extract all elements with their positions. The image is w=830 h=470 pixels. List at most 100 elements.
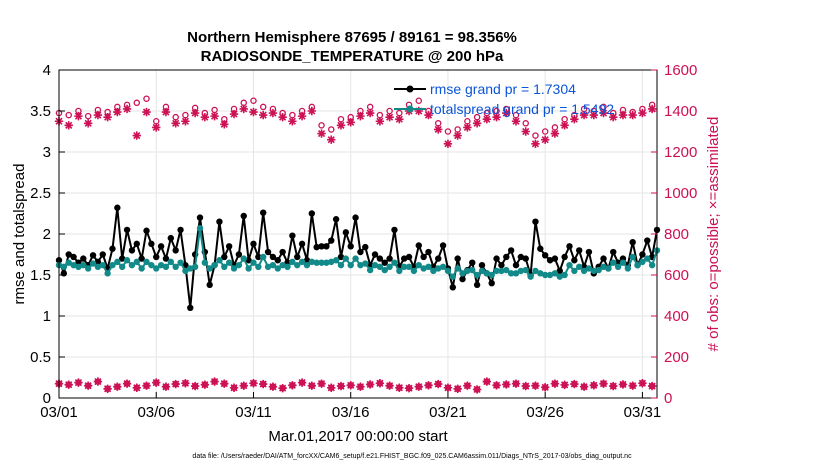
totalspread-point (435, 265, 442, 272)
right-tick-label: 1400 (664, 103, 697, 120)
totalspread-point (590, 267, 597, 275)
rmse-point (449, 284, 457, 291)
totalspread-point (264, 263, 272, 270)
totalspread-point (162, 263, 170, 270)
rmse-point (610, 248, 617, 256)
assimilated_bottom-markers (54, 377, 657, 394)
assimilated_bottom-point (74, 378, 83, 387)
assimilated-point (336, 121, 346, 130)
rmse-point (400, 255, 408, 262)
rmse-point (503, 253, 510, 261)
totalspread-point (541, 271, 549, 279)
totalspread-point (556, 273, 563, 280)
x-tick-label: 03/01 (40, 404, 78, 421)
assimilated_bottom-point (122, 379, 132, 388)
totalspread-point (600, 263, 607, 270)
assimilated_bottom-point (268, 382, 278, 391)
totalspread-point (109, 261, 116, 269)
rmse-point (600, 255, 607, 262)
totalspread-point (381, 266, 388, 274)
totalspread-point (99, 261, 106, 269)
assimilated_bottom-point (132, 383, 141, 392)
totalspread-point (289, 258, 296, 266)
rmse-point (313, 243, 320, 251)
totalspread-point (172, 263, 179, 270)
rmse-point (143, 227, 150, 234)
totalspread-point (250, 259, 257, 266)
totalspread-point (196, 225, 204, 232)
totalspread-point (449, 273, 457, 280)
totalspread-point (493, 267, 500, 275)
rmse-point (469, 259, 476, 266)
possible-point (522, 120, 529, 127)
totalspread-point (537, 270, 544, 277)
assimilated_bottom-point (190, 381, 200, 391)
totalspread-point (323, 259, 330, 266)
assimilated_bottom-point (93, 377, 103, 386)
assimilated-point (113, 107, 122, 117)
totalspread-point (439, 263, 447, 270)
totalspread-point (187, 265, 194, 272)
right-tick-label: 600 (664, 267, 689, 284)
totalspread-point (119, 263, 126, 270)
assimilated_bottom-point (482, 377, 492, 386)
left-tick-label: 3.5 (30, 103, 51, 120)
rmse-point (128, 247, 136, 254)
assimilated_bottom-point (171, 379, 180, 389)
totalspread-point (459, 270, 466, 277)
rmse-point (347, 243, 354, 250)
rmse-point (541, 252, 549, 259)
totalspread-point (546, 271, 554, 279)
assimilated-point (83, 119, 93, 128)
totalspread-point (274, 265, 281, 272)
possible-point (415, 97, 423, 105)
rmse-point (376, 255, 384, 262)
assimilated_bottom-point (297, 378, 307, 387)
totalspread-point (259, 253, 267, 261)
totalspread-point (157, 261, 165, 269)
rmse-point (269, 253, 277, 261)
assimilated_bottom-point (249, 379, 258, 388)
totalspread-point (89, 260, 97, 267)
assimilated_bottom-point (327, 383, 336, 392)
totalspread-point (201, 259, 209, 266)
assimilated-point (385, 112, 394, 122)
totalspread-point (206, 265, 213, 272)
totalspread-point (498, 267, 505, 275)
assimilated-point (171, 119, 180, 128)
assimilated_bottom-point (453, 384, 462, 393)
possible-point (318, 122, 325, 129)
totalspread-point (420, 265, 427, 272)
x-axis-label: Mar.01,2017 00:00:00 start (268, 428, 448, 445)
totalspread-point (503, 266, 510, 274)
assimilated-point (589, 110, 598, 120)
footnote-data-file: data file: /Users/raeder/DAI/ATM_forcXX/… (192, 453, 632, 460)
totalspread-point (148, 261, 155, 269)
possible-point (532, 132, 539, 139)
totalspread-point (391, 259, 398, 266)
totalspread-point (352, 255, 359, 262)
totalspread-point (430, 267, 437, 275)
totalspread-point (585, 265, 593, 272)
assimilated-point (220, 120, 229, 129)
rmse-point (498, 261, 505, 269)
totalspread-point (303, 261, 311, 269)
rmse-point (153, 253, 160, 261)
rmse-point (561, 253, 568, 261)
assimilated-point (346, 118, 355, 127)
rmse-point (187, 304, 194, 311)
assimilated_bottom-point (385, 381, 394, 390)
assimilated_bottom-point (142, 381, 151, 390)
totalspread-point (454, 265, 461, 272)
totalspread-point (444, 267, 452, 275)
totalspread-point (571, 267, 578, 275)
totalspread-point (527, 273, 534, 280)
rmse-point (123, 226, 131, 234)
rmse-point (221, 253, 228, 261)
assimilated_bottom-point (502, 380, 511, 389)
totalspread-point (357, 261, 364, 269)
assimilated-point (200, 112, 210, 122)
legend-spread-marker (406, 105, 414, 113)
rmse-point (546, 257, 554, 264)
rmse-point (303, 257, 311, 264)
